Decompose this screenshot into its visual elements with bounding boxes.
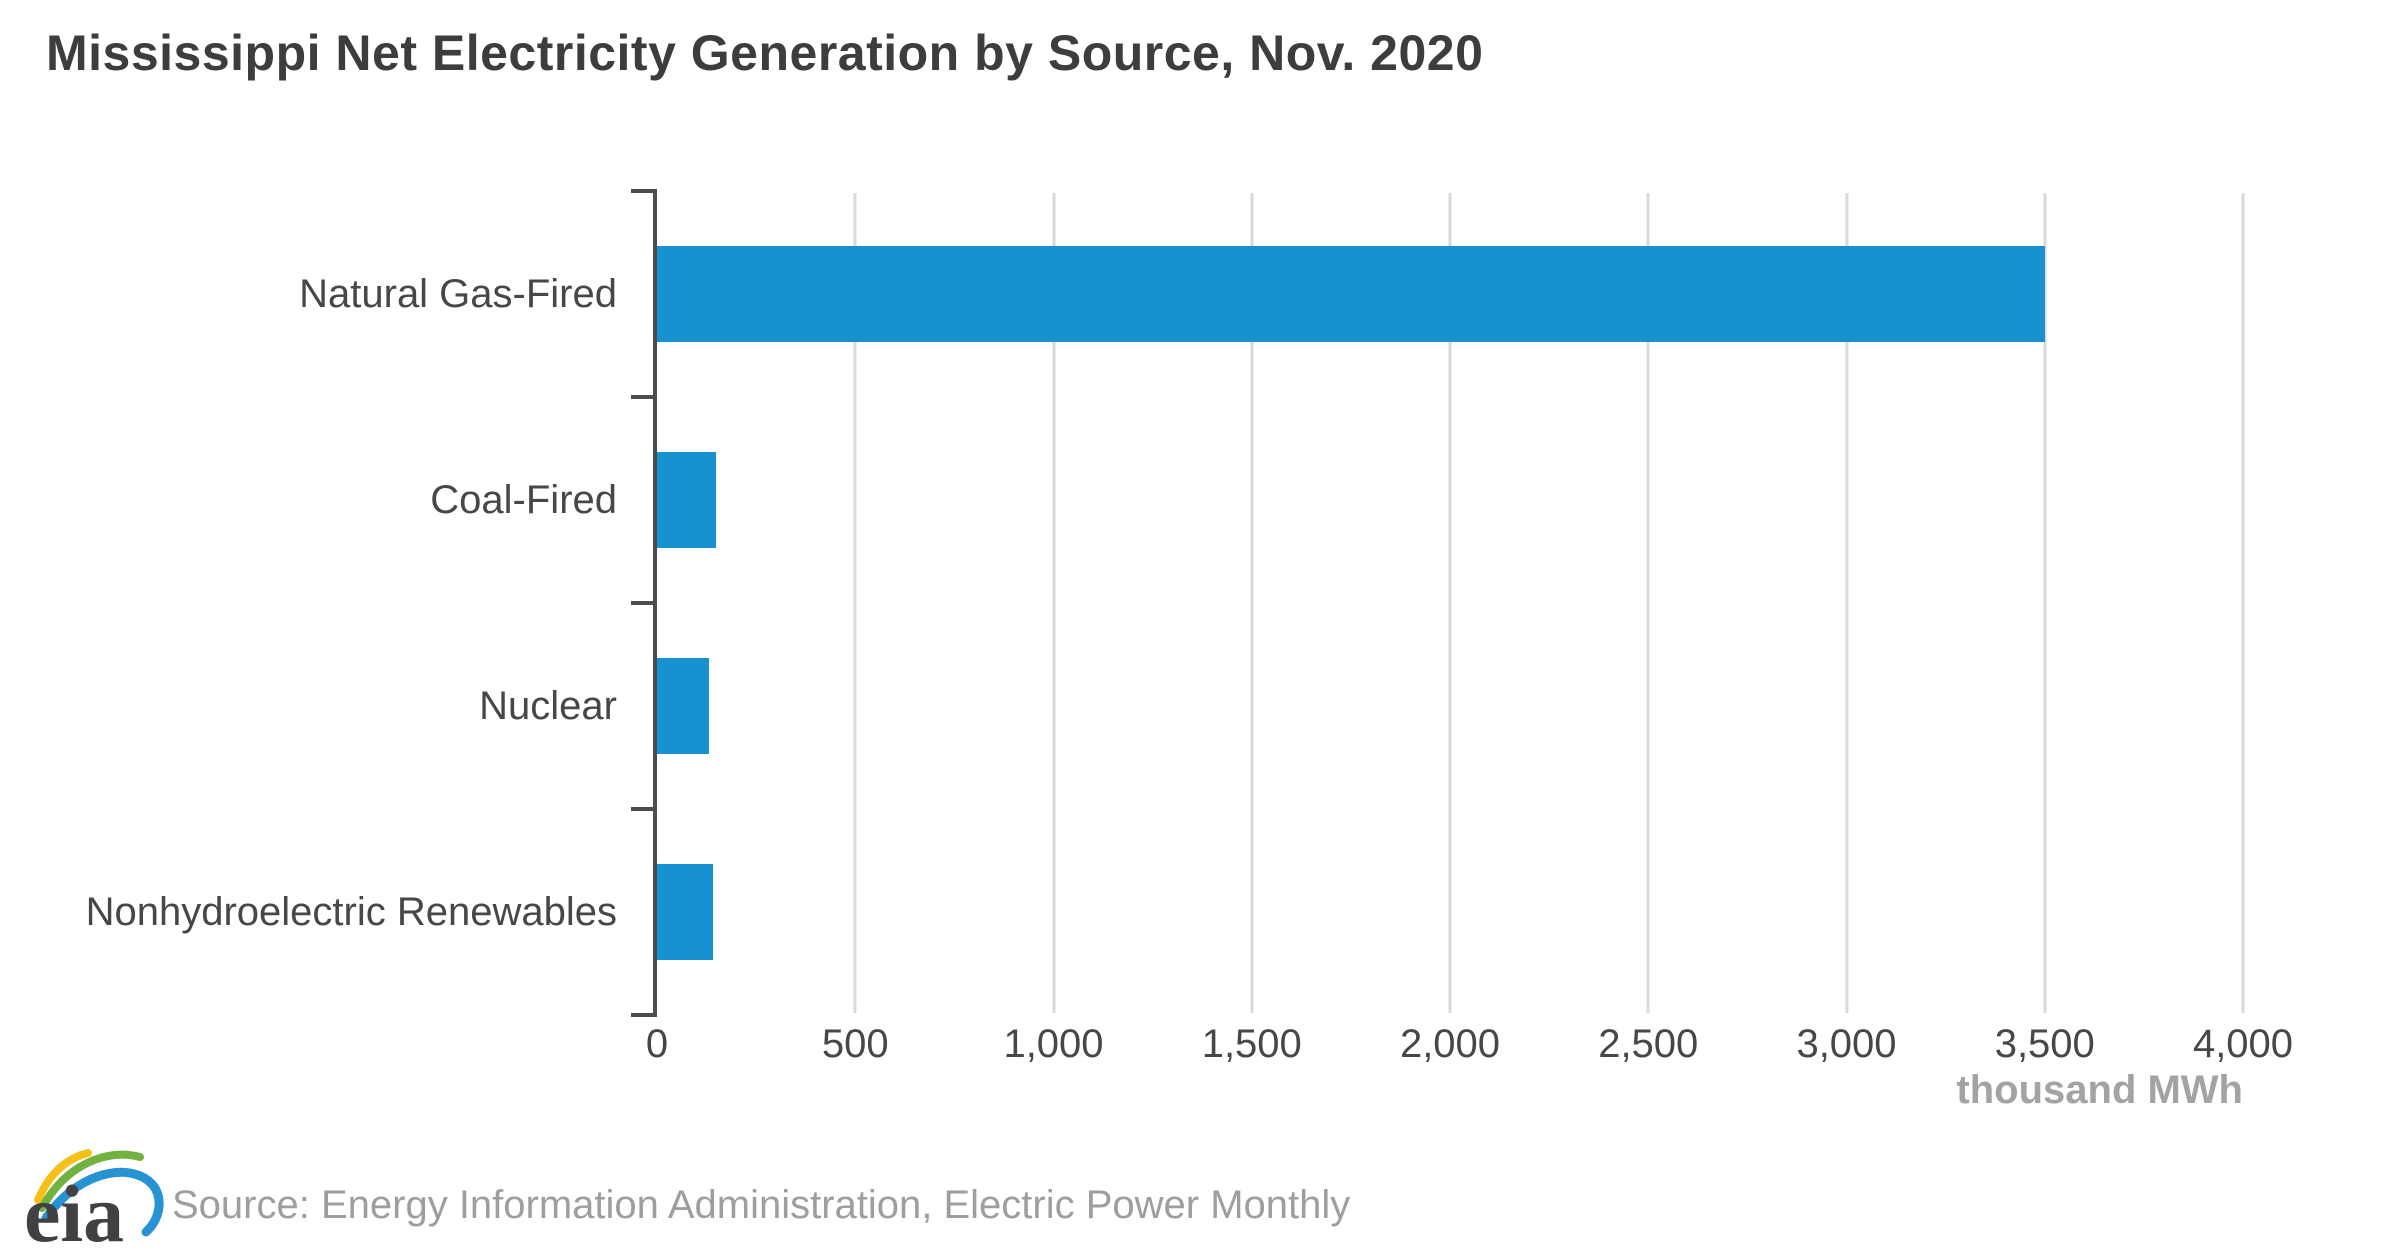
y-axis-tick: [631, 807, 657, 811]
y-axis-tick: [631, 1013, 657, 1017]
gridline-3,500: [2043, 193, 2047, 1013]
x-tick-label-3,000: 3,000: [1796, 1022, 1897, 1066]
bar-row-nonhydroelectric-renewables: [657, 809, 2243, 1015]
y-axis-ticks: [631, 189, 657, 1017]
x-axis-tick-labels: 0 500 1,000 1,500 2,000 2,500 3,000 3,500 4,000: [646, 1022, 2293, 1072]
bar-row-natural-gas-fired: [657, 191, 2243, 397]
x-tick-label-3,500: 3,500: [1994, 1022, 2095, 1066]
plot-area: [657, 191, 2245, 1015]
eia-logo-arc-green: [38, 1150, 144, 1212]
y-axis-tick: [631, 601, 657, 605]
gridline-1,000: [1052, 193, 1055, 1013]
x-axis-unit-label: thousand MWh: [1956, 1068, 2243, 1112]
eia-logo-arc-blue: [41, 1167, 164, 1237]
x-tick-label-1,000: 1,000: [1003, 1022, 1104, 1066]
x-tick-label-0: 0: [645, 1022, 669, 1066]
category-label-nonhydroelectric-renewables: Nonhydroelectric Renewables: [85, 889, 617, 934]
gridline-2,000: [1448, 193, 1452, 1013]
bar-nonhydroelectric-renewables: [657, 863, 713, 961]
gridline-1,500: [1250, 193, 1254, 1013]
bar-series: [657, 191, 2243, 1015]
y-axis-tick: [631, 189, 657, 193]
x-tick-label-4,000: 4,000: [2192, 1022, 2294, 1066]
eia-logo-arc-yellow: [34, 1149, 92, 1204]
bar-coal-fired: [657, 451, 717, 549]
gridline-3,000: [1845, 193, 1848, 1013]
category-label-natural-gas-fired: Natural Gas-Fired: [299, 271, 617, 316]
eia-logo: eia: [24, 1149, 164, 1246]
x-tick-label-1,500: 1,500: [1201, 1022, 1302, 1066]
x-tick-label-2,500: 2,500: [1598, 1022, 1699, 1066]
chart-title: Mississippi Net Electricity Generation b…: [46, 25, 1484, 81]
category-label-nuclear: Nuclear: [479, 683, 617, 728]
gridline-4,000: [2241, 193, 2245, 1013]
bar-natural-gas-fired: [657, 245, 2045, 343]
category-axis-labels: Natural Gas-Fired Coal-Fired Nuclear Nonhyd…: [0, 191, 637, 1015]
source-text: Source: Energy Information Administratio…: [172, 1183, 1351, 1227]
y-axis-tick: [631, 395, 657, 399]
bar-row-coal-fired: [657, 397, 2243, 603]
bar-row-nuclear: [657, 603, 2243, 809]
x-tick-label-2,000: 2,000: [1399, 1022, 1501, 1066]
x-tick-label-500: 500: [821, 1022, 889, 1066]
gridline-2,500: [1646, 193, 1650, 1013]
bar-nuclear: [657, 657, 709, 755]
category-label-coal-fired: Coal-Fired: [430, 477, 617, 522]
eia-logo-text: eia: [24, 1168, 124, 1246]
gridline-500: [853, 193, 857, 1013]
